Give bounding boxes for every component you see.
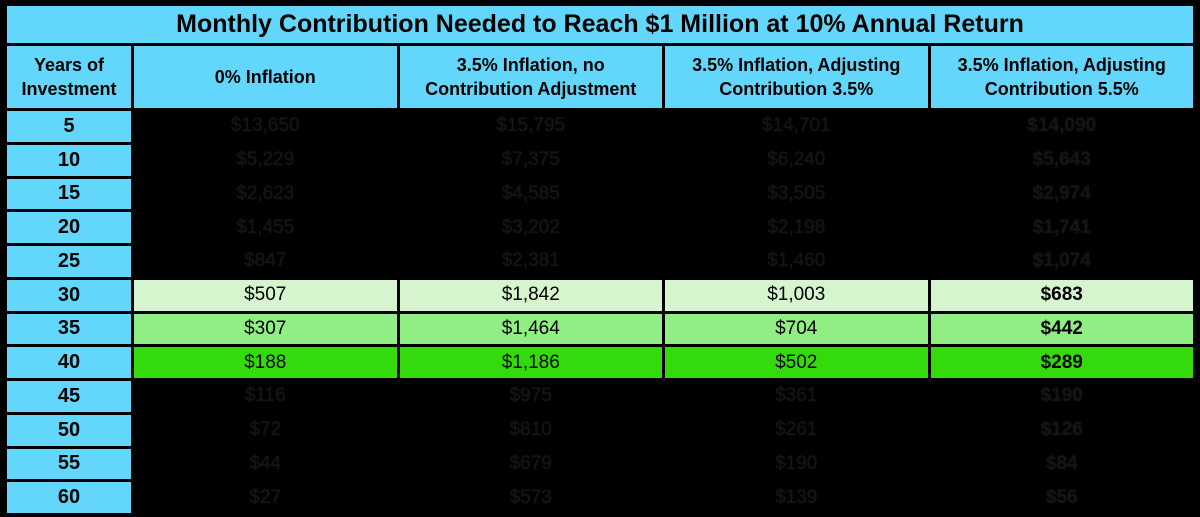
header-years-line2: Investment	[21, 79, 117, 99]
value-cell-y40-c1: $188	[134, 347, 397, 378]
value-cell-y40-c4: $289	[930, 347, 1193, 378]
value-cell-y50-c1: $72	[134, 414, 397, 446]
years-cell-40: 40	[7, 347, 131, 378]
value-cell-y35-c2: $1,464	[399, 313, 662, 345]
value-cell-y15-c3: $3,505	[665, 178, 928, 210]
value-cell-y60-c4: $56	[930, 482, 1193, 513]
value-cell-y60-c3: $139	[665, 482, 928, 513]
value-cell-y60-c2: $573	[399, 482, 662, 513]
years-cell-60: 60	[7, 482, 131, 513]
header-cell-0-inflation: 0% Inflation	[134, 46, 397, 108]
years-cell-10: 10	[7, 144, 131, 176]
value-cell-y35-c4: $442	[930, 313, 1193, 345]
header-col2-line1: 3.5% Inflation, no	[456, 54, 605, 75]
header-cell-no-adjustment: 3.5% Inflation, no Contribution Adjustme…	[399, 46, 662, 108]
value-cell-y30-c2: $1,842	[399, 279, 662, 311]
value-cell-y25-c4: $1,074	[930, 246, 1193, 277]
contribution-table: Monthly Contribution Needed to Reach $1 …	[5, 4, 1195, 515]
value-cell-y55-c2: $679	[399, 448, 662, 480]
header-cell-adjusting-5-5: 3.5% Inflation, Adjusting Contribution 5…	[930, 46, 1193, 108]
years-cell-50: 50	[7, 414, 131, 446]
value-cell-y55-c1: $44	[134, 448, 397, 480]
value-cell-y5-c1: $13,650	[134, 111, 397, 142]
value-cell-y20-c1: $1,455	[134, 212, 397, 243]
value-cell-y35-c1: $307	[134, 313, 397, 345]
header-col4-line2: Contribution 5.5%	[984, 79, 1139, 99]
years-cell-30: 30	[7, 279, 131, 311]
value-cell-y45-c2: $975	[399, 381, 662, 412]
value-cell-y30-c1: $507	[134, 279, 397, 311]
years-cell-5: 5	[7, 111, 131, 142]
value-cell-y50-c2: $810	[399, 414, 662, 446]
header-col3-line2: Contribution 3.5%	[719, 79, 874, 99]
value-cell-y25-c2: $2,381	[399, 246, 662, 277]
header-col3-line1: 3.5% Inflation, Adjusting	[692, 54, 901, 75]
value-cell-y25-c3: $1,460	[665, 246, 928, 277]
years-cell-20: 20	[7, 212, 131, 243]
value-cell-y15-c4: $2,974	[930, 178, 1193, 210]
value-cell-y20-c3: $2,198	[665, 212, 928, 243]
table-title: Monthly Contribution Needed to Reach $1 …	[7, 6, 1193, 43]
header-years-line1: Years of	[33, 54, 105, 75]
header-col4-line1: 3.5% Inflation, Adjusting	[957, 54, 1166, 75]
value-cell-y10-c2: $7,375	[399, 144, 662, 176]
value-cell-y20-c4: $1,741	[930, 212, 1193, 243]
value-cell-y10-c4: $5,643	[930, 144, 1193, 176]
value-cell-y50-c3: $261	[665, 414, 928, 446]
value-cell-y40-c3: $502	[665, 347, 928, 378]
value-cell-y35-c3: $704	[665, 313, 928, 345]
value-cell-y50-c4: $126	[930, 414, 1193, 446]
value-cell-y15-c2: $4,585	[399, 178, 662, 210]
value-cell-y25-c1: $847	[134, 246, 397, 277]
value-cell-y20-c2: $3,202	[399, 212, 662, 243]
value-cell-y5-c3: $14,701	[665, 111, 928, 142]
header-col1-line1: 0% Inflation	[214, 66, 316, 87]
value-cell-y45-c3: $361	[665, 381, 928, 412]
table-title-text: Monthly Contribution Needed to Reach $1 …	[176, 10, 1024, 38]
years-cell-25: 25	[7, 246, 131, 277]
value-cell-y60-c1: $27	[134, 482, 397, 513]
years-cell-55: 55	[7, 448, 131, 480]
value-cell-y55-c4: $84	[930, 448, 1193, 480]
value-cell-y15-c1: $2,623	[134, 178, 397, 210]
value-cell-y10-c1: $5,229	[134, 144, 397, 176]
value-cell-y5-c2: $15,795	[399, 111, 662, 142]
value-cell-y10-c3: $6,240	[665, 144, 928, 176]
header-cell-adjusting-3-5: 3.5% Inflation, Adjusting Contribution 3…	[665, 46, 928, 108]
value-cell-y30-c3: $1,003	[665, 279, 928, 311]
value-cell-y30-c4: $683	[930, 279, 1193, 311]
header-cell-years: Years of Investment	[7, 46, 131, 108]
years-cell-45: 45	[7, 381, 131, 412]
header-col2-line2: Contribution Adjustment	[425, 79, 637, 99]
value-cell-y55-c3: $190	[665, 448, 928, 480]
value-cell-y5-c4: $14,090	[930, 111, 1193, 142]
value-cell-y40-c2: $1,186	[399, 347, 662, 378]
value-cell-y45-c1: $116	[134, 381, 397, 412]
years-cell-35: 35	[7, 313, 131, 345]
value-cell-y45-c4: $190	[930, 381, 1193, 412]
years-cell-15: 15	[7, 178, 131, 210]
